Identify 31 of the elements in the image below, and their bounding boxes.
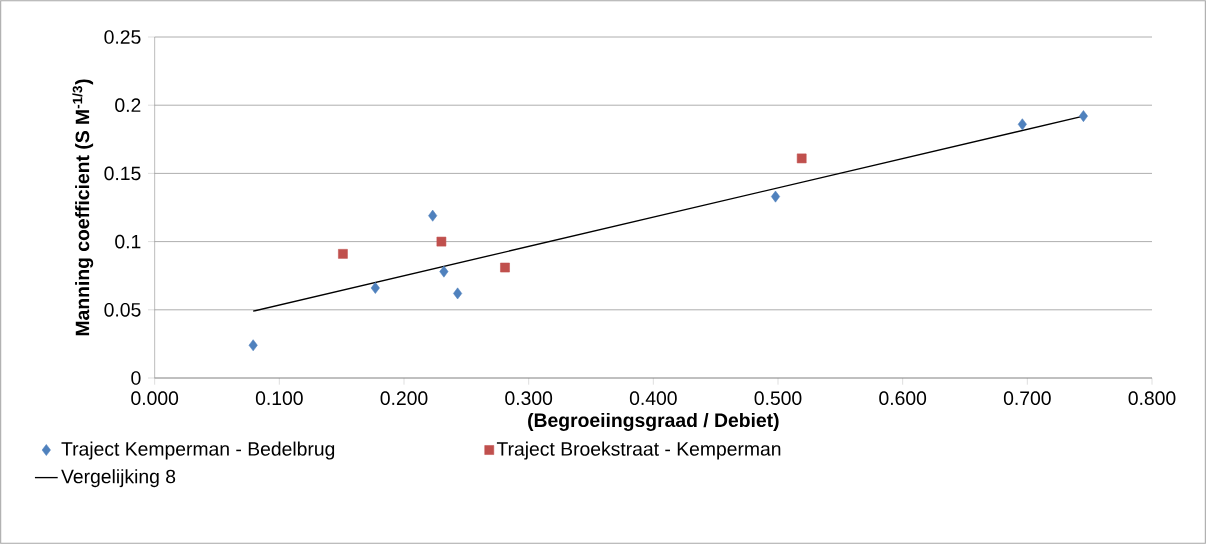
y-tick-label: 0.05 [104, 302, 141, 317]
x-tick-label: 0.100 [255, 391, 303, 406]
point [370, 282, 380, 294]
y-tick-label: 0.1 [115, 234, 141, 249]
legend-label: Traject Broekstraat - Kemperman [496, 441, 781, 460]
x-tick-label: 0.500 [754, 391, 802, 406]
point [500, 262, 510, 273]
x-tick-label: 0.200 [380, 391, 428, 406]
x-axis-title: (Begroeiingsgraad / Debiet) [528, 412, 779, 431]
x-tick-label: 0.300 [505, 391, 553, 406]
point [1017, 118, 1027, 131]
y-tick-label: 0.25 [104, 30, 141, 44]
legend-label: Vergelijking 8 [61, 469, 176, 488]
point [428, 209, 438, 222]
legend-label: Traject Kemperman - Bedelbrug [61, 441, 335, 460]
x-tick-label: 0.000 [131, 391, 179, 406]
x-tick-label: 0.800 [1128, 391, 1176, 406]
point [436, 236, 447, 247]
point [453, 287, 463, 300]
x-tick-label: 0.700 [1003, 391, 1051, 406]
point [248, 339, 258, 352]
point [1078, 110, 1088, 122]
point [439, 265, 449, 278]
y-tick-label: 0.2 [115, 98, 141, 113]
point [796, 153, 807, 164]
x-tick-label: 0.600 [879, 391, 927, 406]
y-tick-label: 0.15 [104, 166, 141, 181]
y-tick-label: 0 [131, 371, 141, 385]
y-axis-title: Manning coefficient (S M$^{-1/3}$) [72, 79, 94, 336]
point [338, 249, 348, 259]
x-tick-label: 0.400 [629, 391, 677, 406]
